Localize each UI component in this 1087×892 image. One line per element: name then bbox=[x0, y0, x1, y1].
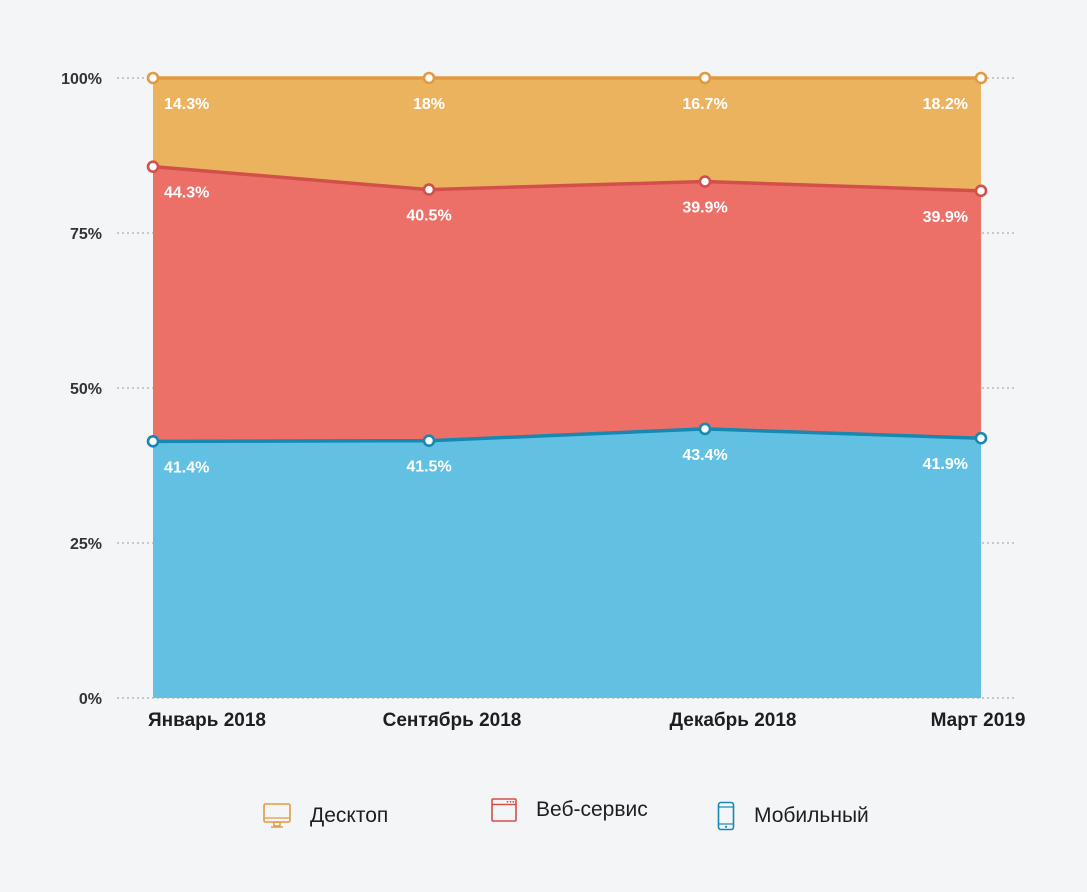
data-label-web-service: 39.9% bbox=[923, 209, 968, 226]
browser-window-icon bbox=[491, 798, 517, 822]
marker-mobile[interactable] bbox=[698, 422, 712, 436]
marker-mobile[interactable] bbox=[146, 435, 160, 448]
data-label-desktop: 18.2% bbox=[923, 96, 968, 113]
legend-item-desktop[interactable]: Десктоп bbox=[262, 796, 388, 836]
y-tick-label: 0% bbox=[79, 691, 102, 708]
legend: Десктоп Веб-сервис Мобильный bbox=[0, 796, 1087, 846]
data-label-mobile: 41.4% bbox=[164, 459, 209, 476]
marker-layer bbox=[146, 71, 988, 448]
area-web-service bbox=[153, 166, 981, 442]
marker-desktop[interactable] bbox=[698, 71, 712, 85]
line-layer bbox=[152, 76, 982, 444]
marker-mobile[interactable] bbox=[974, 431, 988, 445]
marker-mobile[interactable] bbox=[422, 434, 436, 448]
smartphone-icon bbox=[717, 801, 735, 831]
x-category-label: Январь 2018 bbox=[148, 710, 266, 731]
y-tick-label: 75% bbox=[70, 226, 102, 243]
legend-item-web-service[interactable]: Веб-сервис bbox=[490, 790, 648, 830]
legend-label-web-service: Веб-сервис bbox=[536, 798, 648, 821]
marker-web-service[interactable] bbox=[974, 184, 988, 198]
data-label-desktop: 14.3% bbox=[164, 96, 209, 113]
data-label-mobile: 43.4% bbox=[682, 447, 727, 464]
x-category-label: Март 2019 bbox=[931, 710, 1026, 731]
data-label-desktop: 18% bbox=[413, 96, 445, 113]
marker-web-service[interactable] bbox=[422, 183, 436, 196]
marker-desktop[interactable] bbox=[422, 71, 436, 85]
area-layer bbox=[153, 78, 981, 698]
legend-label-mobile: Мобильный bbox=[754, 804, 869, 827]
y-tick-label: 50% bbox=[70, 381, 102, 398]
axis-layer: 0% 25% 50% 75% 100% Январь 2018 Сентябрь 2018 Д… bbox=[61, 71, 1025, 731]
x-category-label: Декабрь 2018 bbox=[670, 710, 797, 731]
line-mobile bbox=[152, 427, 982, 444]
legend-label-desktop: Десктоп bbox=[310, 804, 389, 827]
line-web-service bbox=[152, 164, 982, 193]
x-category-label: Сентябрь 2018 bbox=[383, 710, 522, 731]
marker-desktop[interactable] bbox=[974, 71, 988, 85]
marker-desktop[interactable] bbox=[146, 71, 160, 85]
y-tick-label: 25% bbox=[70, 536, 102, 553]
data-label-desktop: 16.7% bbox=[682, 96, 727, 113]
desktop-monitor-icon bbox=[263, 803, 291, 828]
data-label-web-service: 39.9% bbox=[682, 200, 727, 217]
y-tick-label: 100% bbox=[61, 71, 102, 88]
data-label-web-service: 44.3% bbox=[164, 185, 209, 202]
data-label-layer: 41.4% 41.5% 43.4% 41.9% 44.3% 40.5% 39.9% 39.9%… bbox=[164, 96, 968, 476]
data-label-mobile: 41.9% bbox=[923, 456, 968, 473]
marker-web-service[interactable] bbox=[146, 160, 160, 173]
marker-web-service[interactable] bbox=[698, 175, 712, 188]
area-mobile bbox=[153, 428, 981, 698]
data-label-web-service: 40.5% bbox=[406, 208, 451, 225]
area-desktop bbox=[153, 78, 981, 191]
data-label-mobile: 41.5% bbox=[406, 459, 451, 476]
legend-item-mobile[interactable]: Мобильный bbox=[716, 796, 869, 836]
